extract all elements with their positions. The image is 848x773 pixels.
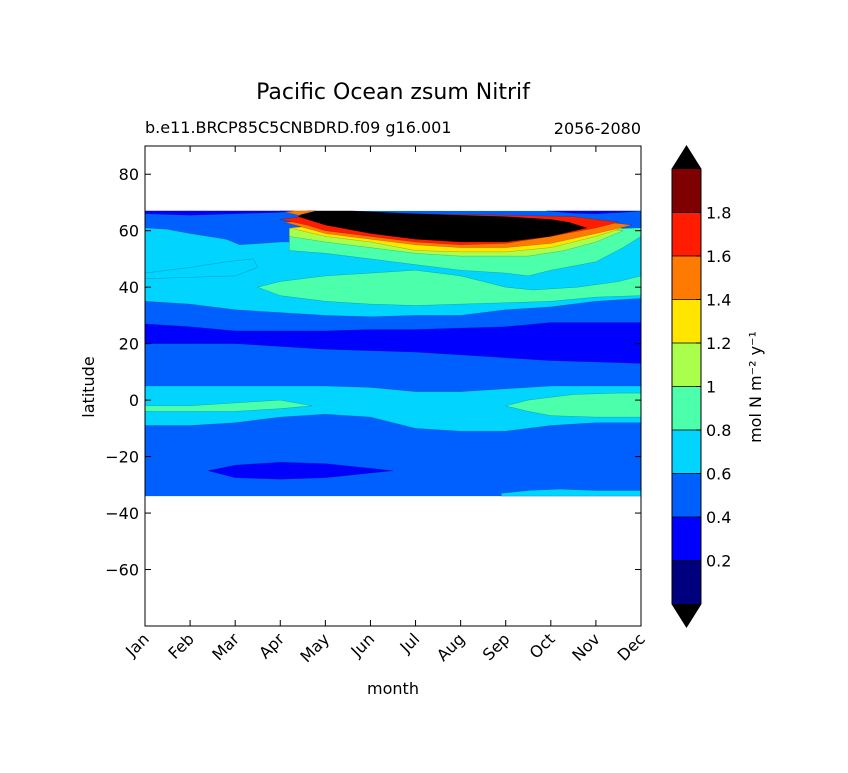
contour-region-15	[546, 210, 641, 215]
contour-field	[145, 210, 641, 497]
x-tick-label: Jun	[346, 629, 378, 661]
x-tick-label: Mar	[208, 629, 243, 664]
colorbar-tick-label: 1.2	[706, 334, 731, 353]
contour-region-5	[257, 269, 641, 306]
chart-subtitle-left: b.e11.BRCP85C5CNBDRD.f09 g16.001	[145, 118, 452, 137]
y-tick-label: 60	[119, 222, 139, 241]
colorbar-label: mol N m⁻² y⁻¹	[746, 331, 765, 443]
colorbar-tick-label: 1.4	[706, 291, 731, 310]
contour-region-13	[280, 210, 317, 216]
colorbar-segment	[672, 430, 701, 474]
colorbar-segment	[672, 212, 701, 256]
colorbar-segment	[672, 343, 701, 387]
x-tick-label: Apr	[255, 629, 288, 662]
colorbar-tick-label: 1	[706, 378, 716, 397]
x-tick-label: Sep	[479, 629, 514, 664]
contour-region-1	[145, 258, 258, 279]
colorbar-segment	[672, 560, 701, 604]
contour-region-16	[145, 322, 641, 364]
chart-subtitle-right: 2056-2080	[554, 119, 641, 138]
contour-region-12	[297, 210, 588, 243]
x-axis-label: month	[367, 679, 419, 698]
x-tick-label: Nov	[568, 629, 604, 665]
colorbar-tick-label: 0.4	[706, 508, 731, 527]
y-tick-label: 80	[119, 165, 139, 184]
x-tick-label: Jan	[121, 629, 153, 661]
x-tick-label: Dec	[613, 629, 648, 664]
colorbar-extend-min	[672, 604, 701, 627]
colorbar-tick-label: 0.6	[706, 465, 731, 484]
colorbar-segment	[672, 473, 701, 517]
x-tick-label: May	[296, 629, 333, 666]
contour-region-3	[501, 488, 641, 497]
contour-region-17	[208, 461, 394, 480]
y-tick-label: −40	[105, 504, 139, 523]
x-tick-label: Aug	[433, 629, 469, 665]
contour-region-14	[145, 210, 294, 216]
y-tick-label: −20	[105, 448, 139, 467]
contour-region-7	[505, 392, 641, 418]
contour-region-2	[145, 385, 641, 432]
colorbar-segment	[672, 299, 701, 343]
colorbar-segment	[672, 517, 701, 561]
colorbar: 0.2 0.4 0.6 0.8 1 1.2 1.4 1.6 1.8	[671, 145, 731, 628]
chart-title: Pacific Ocean zsum Nitrif	[256, 80, 531, 105]
colorbar-segment	[672, 386, 701, 430]
y-tick-label: 0	[129, 391, 139, 410]
colorbar-tick-label: 1.8	[706, 204, 731, 223]
y-tick-label: −60	[105, 561, 139, 580]
colorbar-tick-label: 0.8	[706, 421, 731, 440]
colorbar-extend-max	[672, 146, 701, 169]
colorbar-outline	[671, 145, 702, 628]
y-tick-label: 20	[119, 335, 139, 354]
colorbar-segment	[672, 256, 701, 300]
x-tick-label: Oct	[526, 629, 559, 662]
x-tick-label: Jul	[396, 629, 424, 657]
colorbar-segment	[672, 169, 701, 213]
plot-frame	[144, 145, 642, 627]
y-tick-label: 40	[119, 278, 139, 297]
contour-region-6	[145, 399, 312, 412]
y-axis-label: latitude	[79, 356, 98, 417]
x-tick-label: Feb	[164, 629, 197, 662]
colorbar-tick-label: 1.6	[706, 247, 731, 266]
colorbar-tick-label: 0.2	[706, 552, 731, 571]
